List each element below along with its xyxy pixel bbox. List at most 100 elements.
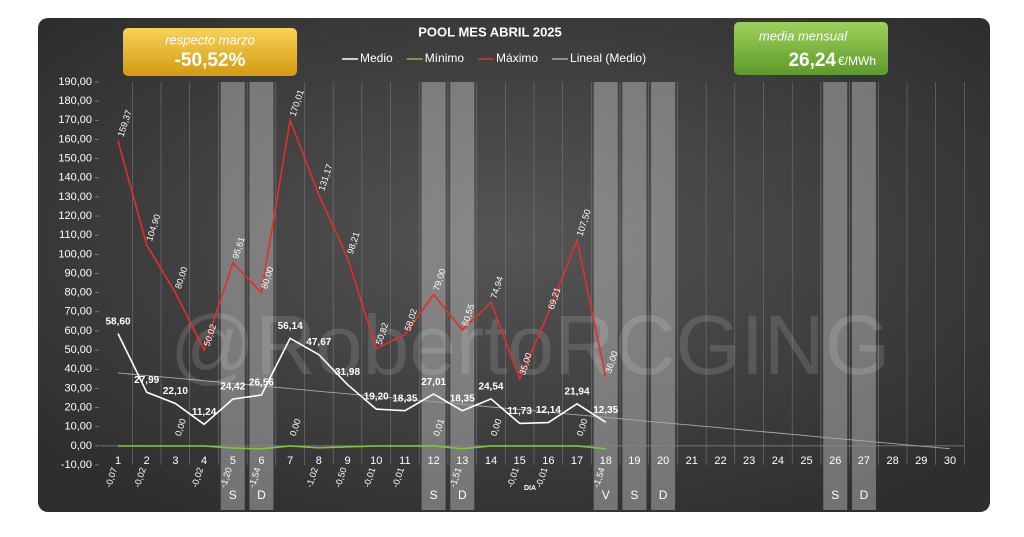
x-tick-label: 5 <box>230 455 236 467</box>
legend-label: Lineal (Medio) <box>570 51 646 65</box>
weekend-label: V <box>602 488 610 502</box>
x-tick-label: 17 <box>571 455 583 467</box>
kpi-box-right <box>734 22 888 75</box>
x-tick-label: 12 <box>427 455 439 467</box>
y-tick-label: 190,00 <box>58 76 92 88</box>
kpi-box-left <box>123 28 297 76</box>
data-label: 27,99 <box>134 375 159 386</box>
data-label: 24,54 <box>478 381 503 392</box>
legend-label: Medio <box>360 51 393 65</box>
x-tick-label: 11 <box>399 455 410 467</box>
x-tick-label: 19 <box>628 455 640 467</box>
weekend-band <box>851 82 876 510</box>
x-tick-label: 9 <box>344 455 350 467</box>
data-label: 56,14 <box>278 321 303 332</box>
weekend-label: S <box>229 488 237 502</box>
y-tick-label: 100,00 <box>58 248 92 260</box>
data-label: 31,98 <box>335 367 360 378</box>
data-label: 22,10 <box>163 386 188 397</box>
data-label: 11,24 <box>192 407 217 418</box>
x-tick-label: 3 <box>172 455 178 467</box>
y-tick-label: 20,00 <box>64 401 92 413</box>
series-line <box>117 444 606 450</box>
weekend-band <box>249 82 274 510</box>
y-tick-label: 30,00 <box>64 382 92 394</box>
x-tick-label: 13 <box>456 455 468 467</box>
y-tick-label: 10,00 <box>64 421 92 433</box>
x-tick-label: 14 <box>485 455 497 467</box>
y-tick-label: 170,00 <box>58 114 92 126</box>
y-tick-label: 70,00 <box>64 306 92 318</box>
kpi-value: -50,52% <box>175 50 246 71</box>
x-tick-label: 16 <box>542 455 554 467</box>
x-tick-label: 24 <box>772 455 784 467</box>
y-tick-label: 110,00 <box>59 229 92 241</box>
x-tick-label: 27 <box>858 455 870 467</box>
x-axis-label: DIA <box>524 485 536 492</box>
weekend-band <box>593 82 618 510</box>
data-label: 18,35 <box>392 393 417 404</box>
data-label: 58,60 <box>105 316 130 327</box>
weekend-label: D <box>458 488 467 502</box>
y-tick-label: 60,00 <box>64 325 92 337</box>
data-label: 47,67 <box>306 337 331 348</box>
data-label: 12,14 <box>536 405 561 416</box>
y-tick-label: 130,00 <box>58 191 92 203</box>
x-tick-label: 2 <box>144 455 150 467</box>
legend-label: Máximo <box>496 51 538 65</box>
data-label: 19,20 <box>364 392 389 403</box>
series-line <box>117 372 951 450</box>
watermark: @RobertoRCGING <box>170 298 890 392</box>
weekend-label: S <box>831 488 839 502</box>
weekend-band <box>622 82 647 510</box>
data-label: 24,42 <box>220 382 245 393</box>
y-tick-label: 40,00 <box>64 363 92 375</box>
legend-label: Mínimo <box>425 51 465 65</box>
weekend-label: S <box>430 488 438 502</box>
x-tick-label: 6 <box>258 455 264 467</box>
y-tick-label: 80,00 <box>64 287 92 299</box>
kpi-value: 26,24 <box>788 50 836 71</box>
series-line <box>117 117 607 381</box>
weekend-band <box>651 82 676 510</box>
data-label: 26,56 <box>249 378 274 389</box>
x-tick-label: 7 <box>287 455 293 467</box>
y-tick-label: 140,00 <box>58 172 92 184</box>
data-label: 27,01 <box>421 377 446 388</box>
data-label: 12,35 <box>593 405 618 416</box>
y-tick-label: 120,00 <box>58 210 92 222</box>
x-tick-label: 1 <box>115 455 121 467</box>
chart-title: POOL MES ABRIL 2025 <box>418 24 562 39</box>
kpi-caption: respecto marzo <box>165 32 255 47</box>
x-tick-label: 8 <box>316 455 322 467</box>
kpi-unit: €/MWh <box>838 54 876 68</box>
y-tick-label: 90,00 <box>64 267 92 279</box>
x-tick-label: 18 <box>600 455 612 467</box>
weekend-label: S <box>630 488 638 502</box>
data-label: 21,94 <box>565 386 590 397</box>
weekend-band <box>220 82 245 510</box>
x-tick-label: 30 <box>944 455 956 467</box>
x-tick-label: 28 <box>886 455 898 467</box>
x-tick-label: 29 <box>915 455 927 467</box>
weekend-band <box>421 82 446 510</box>
y-tick-label: 150,00 <box>58 153 92 165</box>
x-tick-label: 22 <box>714 455 726 467</box>
weekend-label: D <box>257 488 266 502</box>
x-tick-label: 21 <box>686 455 698 467</box>
y-tick-label: 160,00 <box>58 133 92 145</box>
data-label: 11,73 <box>507 406 532 417</box>
kpi-caption: media mensual <box>759 28 848 43</box>
weekend-label: D <box>860 488 869 502</box>
x-tick-label: 23 <box>743 455 755 467</box>
x-tick-label: 10 <box>370 455 382 467</box>
y-tick-label: -10,00 <box>61 459 92 471</box>
weekend-band <box>450 82 475 510</box>
y-tick-label: 50,00 <box>64 344 92 356</box>
x-tick-label: 20 <box>657 455 669 467</box>
x-tick-label: 15 <box>514 455 526 467</box>
weekend-label: D <box>659 488 668 502</box>
y-tick-label: 180,00 <box>58 95 92 107</box>
x-tick-label: 25 <box>800 455 812 467</box>
